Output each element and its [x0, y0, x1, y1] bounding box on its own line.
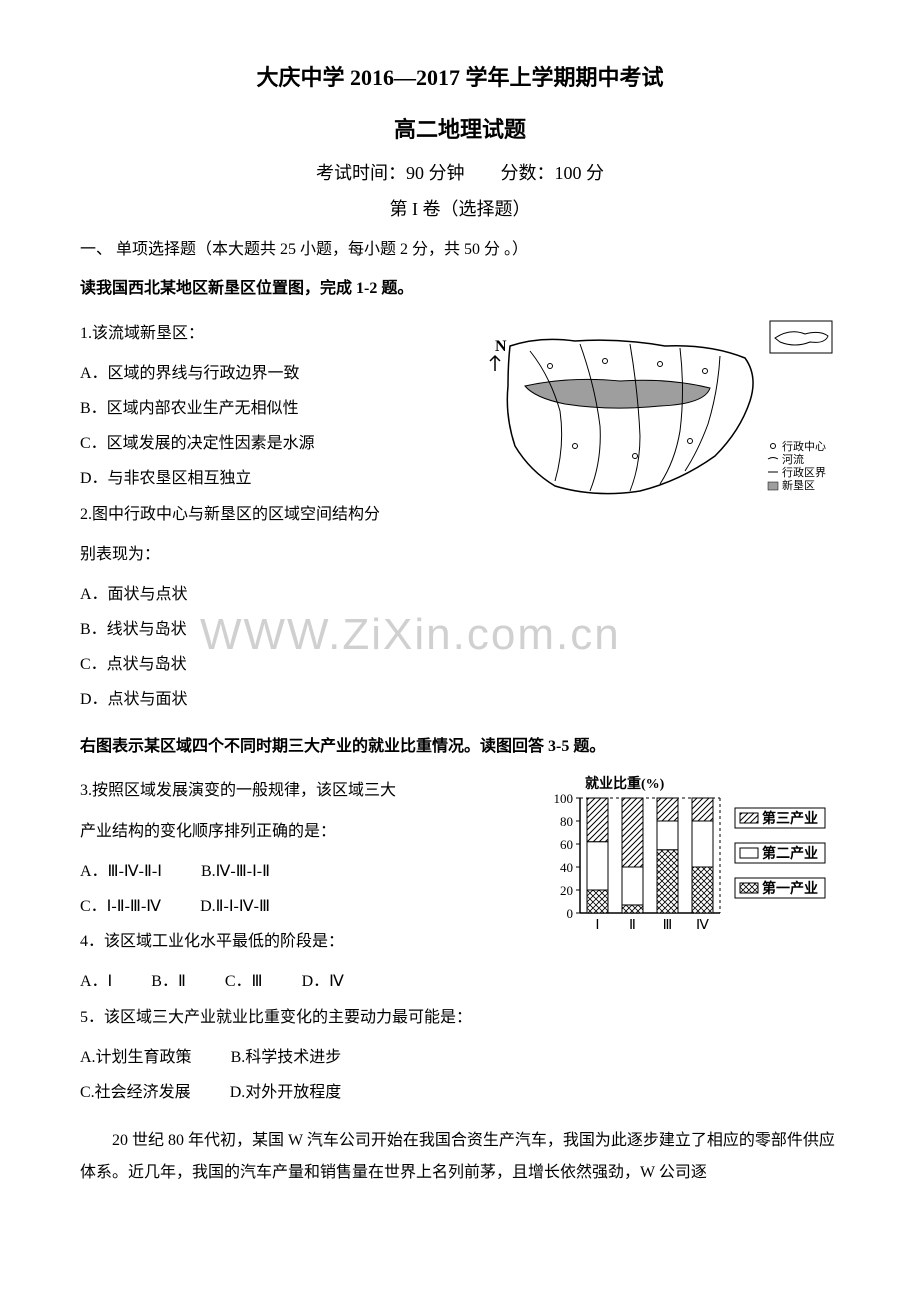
svg-text:行政区界: 行政区界: [782, 465, 826, 479]
map-figure: N 行政中心: [480, 316, 840, 516]
q3-option-c: C．Ⅰ-Ⅱ-Ⅲ-Ⅳ: [80, 889, 161, 924]
q2-option-b: B．线状与岛状: [80, 612, 840, 647]
inset-box: [770, 321, 832, 353]
admin-point-6: [633, 453, 638, 458]
svg-text:河流: 河流: [782, 452, 804, 466]
q2-option-a: A．面状与点状: [80, 577, 840, 612]
q5-option-b: B.科学技术进步: [231, 1040, 342, 1075]
svg-text:新垦区: 新垦区: [782, 478, 815, 492]
q3-option-a: A．Ⅲ-Ⅳ-Ⅱ-Ⅰ: [80, 854, 162, 889]
north-label: N: [495, 338, 507, 355]
river-4: [660, 348, 683, 484]
q5-text: 5．该区域三大产业就业比重变化的主要动力最可能是：: [80, 1000, 840, 1035]
section-heading: 一、 单项选择题（本大题共 25 小题，每小题 2 分，共 50 分 。）: [80, 236, 840, 265]
q3-option-d: D.Ⅱ-Ⅰ-Ⅳ-Ⅲ: [200, 889, 270, 924]
svg-text:第二产业: 第二产业: [762, 845, 818, 862]
chart-area: 0 20 40 60 80 100 Ⅰ Ⅱ Ⅲ Ⅳ: [554, 791, 721, 933]
question-block-3-5: 就业比重(%) 020406080100ⅠⅡⅢⅣ 第三产业 第二产业 第一产业 …: [80, 773, 840, 1110]
chart-legend: 第三产业 第二产业 第一产业: [735, 808, 825, 898]
q4-option-a: A．Ⅰ: [80, 964, 112, 999]
river-3: [630, 344, 640, 491]
q3-text: 3.按照区域发展演变的一般规律，该区域三大: [80, 773, 510, 808]
q1-option-d: D．与非农垦区相互独立: [80, 461, 480, 496]
svg-text:80: 80: [560, 814, 573, 829]
river-1: [530, 351, 562, 481]
svg-text:Ⅰ: Ⅰ: [595, 918, 599, 933]
svg-text:行政中心: 行政中心: [782, 439, 826, 453]
admin-point-1: [548, 363, 553, 368]
q1-option-a: A．区域的界线与行政边界一致: [80, 356, 480, 391]
chart-title: 就业比重(%): [585, 775, 665, 792]
chart-figure: 就业比重(%) 0 20 40 60 80 100 Ⅰ Ⅱ Ⅲ Ⅳ 第三产业 第二产业 第一产业: [530, 773, 830, 943]
svg-text:40: 40: [560, 860, 573, 875]
q3-option-b: B.Ⅳ-Ⅲ-Ⅰ-Ⅱ: [201, 854, 270, 889]
inset-outline: [775, 331, 828, 344]
q2-option-d: D．点状与面状: [80, 682, 840, 717]
q4-option-c: C．Ⅲ: [225, 964, 263, 999]
admin-point-7: [688, 438, 693, 443]
q2-text: 2.图中行政中心与新垦区的区域空间结构分: [80, 497, 480, 532]
q4-option-d: D．Ⅳ: [302, 964, 344, 999]
svg-text:100: 100: [554, 791, 574, 806]
map-legend: 行政中心 河流 行政区界 新垦区: [768, 439, 826, 492]
q5-option-d: D.对外开放程度: [230, 1075, 342, 1110]
q2-text2: 别表现为：: [80, 537, 480, 572]
main-title: 大庆中学 2016—2017 学年上学期期中考试: [80, 60, 840, 92]
q5-option-c: C.社会经济发展: [80, 1075, 191, 1110]
q2-option-c: C．点状与岛状: [80, 647, 840, 682]
svg-text:Ⅳ: Ⅳ: [696, 918, 709, 933]
river-2: [580, 344, 600, 491]
paragraph-1: 20 世纪 80 年代初，某国 W 汽车公司开始在我国合资生产汽车，我国为此逐步…: [80, 1125, 840, 1189]
question-intro-1: 读我国西北某地区新垦区位置图，完成 1-2 题。: [80, 275, 840, 304]
q3-text2: 产业结构的变化顺序排列正确的是：: [80, 814, 510, 849]
q4-option-b: B．Ⅱ: [151, 964, 186, 999]
river-5: [685, 356, 720, 471]
svg-text:60: 60: [560, 837, 573, 852]
admin-point-5: [573, 443, 578, 448]
exam-info: 考试时间：90 分钟 分数：100 分: [80, 159, 840, 185]
q1-text: 1.该流域新垦区：: [80, 316, 480, 351]
q4-text: 4．该区域工业化水平最低的阶段是：: [80, 924, 510, 959]
question-block-1-2: N 行政中心: [80, 316, 840, 718]
region-outline: [507, 339, 753, 493]
svg-text:0: 0: [567, 906, 574, 921]
svg-text:Ⅱ: Ⅱ: [629, 918, 636, 933]
north-arrow-icon: [490, 356, 500, 371]
svg-text:第一产业: 第一产业: [762, 880, 818, 897]
q5-option-a: A.计划生育政策: [80, 1040, 192, 1075]
svg-text:第三产业: 第三产业: [762, 810, 818, 827]
section-label: 第 I 卷（选择题）: [80, 195, 840, 221]
svg-text:Ⅲ: Ⅲ: [663, 918, 673, 933]
q1-option-b: B．区域内部农业生产无相似性: [80, 391, 480, 426]
q1-option-c: C．区域发展的决定性因素是水源: [80, 426, 480, 461]
admin-point-3: [658, 361, 663, 366]
admin-point-2: [603, 358, 608, 363]
svg-text:20: 20: [560, 883, 573, 898]
admin-point-4: [703, 368, 708, 373]
question-intro-2: 右图表示某区域四个不同时期三大产业的就业比重情况。读图回答 3-5 题。: [80, 733, 840, 762]
sub-title: 高二地理试题: [80, 112, 840, 144]
